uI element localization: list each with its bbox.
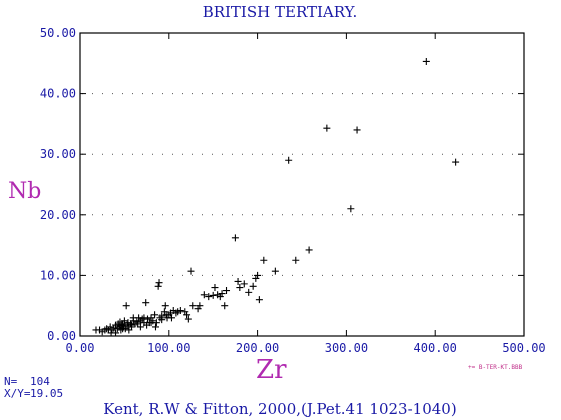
chart-title: BRITISH TERTIARY. [203,3,358,21]
data-point [271,267,279,275]
data-point [218,290,226,298]
data-point [106,323,114,331]
data-point [143,321,151,329]
data-point [221,302,229,310]
data-point [167,309,175,317]
data-point [116,321,124,329]
y-axis-ticks: 0.00 10.00 20.00 30.00 40.00 50.00 [40,26,524,343]
data-point [160,308,168,316]
data-point [156,314,164,322]
data-point [347,205,355,213]
data-point [249,282,257,290]
n-value: 104 [30,375,50,388]
plot-frame [79,32,525,337]
data-point [120,317,128,325]
data-point [108,326,116,334]
data-point [129,314,137,322]
data-point [209,291,217,299]
data-point [216,293,224,301]
data-point [119,325,127,333]
y-tick-label: 50.00 [40,26,76,40]
data-point [255,296,263,304]
y-axis-label: Nb [8,179,41,204]
data-point [240,280,248,288]
data-point [184,315,192,323]
data-point [110,324,118,332]
data-point [143,315,151,323]
data-point [183,311,191,319]
data-point [254,271,262,279]
data-point [231,234,239,242]
data-point [292,256,300,264]
data-point [149,317,157,325]
data-point [234,277,242,285]
data-point [452,158,460,166]
y-tick-label: 0.00 [47,329,76,343]
data-point [323,124,331,132]
xy-label: X/Y= [4,387,31,400]
x-tick-label: 400.00 [414,341,457,355]
data-point [181,308,189,316]
data-point [122,302,130,310]
data-points [92,57,460,337]
data-point [353,126,361,134]
grid [82,93,522,276]
x-axis-ticks: 0.00 100.00 200.00 300.00 400.00 500.00 [66,33,546,355]
data-point [142,299,150,307]
data-point [194,305,202,313]
citation: Kent, R.W & Fitton, 2000,(J.Pet.41 1023-… [103,400,456,418]
data-point [136,323,144,331]
data-point [196,302,204,310]
y-tick-label: 20.00 [40,208,76,222]
data-point [252,274,260,282]
y-tick-label: 30.00 [40,147,76,161]
x-tick-label: 300.00 [325,341,368,355]
data-point [422,57,430,65]
data-point [187,267,195,275]
data-point [285,156,293,164]
data-point [260,256,268,264]
data-point [155,279,163,287]
data-point [305,246,313,254]
data-point [107,329,115,337]
data-point [205,293,213,301]
data-point [176,307,184,315]
data-point [103,325,111,333]
x-tick-label: 0.00 [66,341,95,355]
xy-value: 19.05 [30,387,63,400]
n-label: N= [4,375,18,388]
data-point [154,282,162,290]
x-tick-label: 200.00 [236,341,279,355]
data-point [151,311,159,319]
y-tick-label: 40.00 [40,87,76,101]
data-point [189,302,197,310]
data-point [125,326,133,334]
file-reference: += B-TER-KT.BBB [468,364,523,371]
data-point [223,287,231,295]
data-point [245,288,253,296]
x-axis-label: Zr [256,355,287,385]
x-tick-label: 500.00 [502,341,545,355]
data-point [163,314,171,322]
data-point [147,319,155,327]
data-point [236,284,244,292]
x-tick-label: 100.00 [147,341,190,355]
data-point [151,323,159,331]
data-point [161,302,169,310]
y-tick-label: 10.00 [40,268,76,282]
data-point [211,284,219,292]
data-point [200,291,208,299]
data-point [133,318,141,326]
data-point [158,316,166,324]
